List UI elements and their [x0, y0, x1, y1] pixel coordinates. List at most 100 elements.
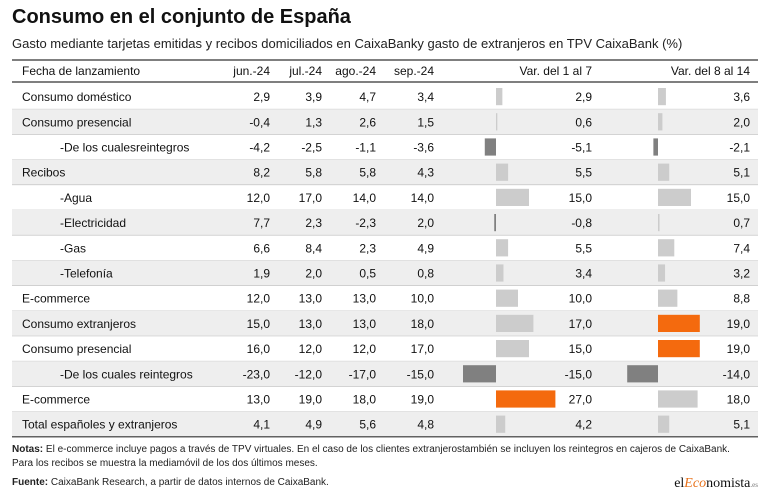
- var1-bar: [496, 88, 503, 106]
- month-value: 2,0: [417, 216, 434, 230]
- var1-bar: [494, 214, 496, 232]
- month-value: -17,0: [349, 367, 377, 381]
- month-value: 15,0: [247, 317, 271, 331]
- row-background: [12, 109, 758, 135]
- source-label: Fuente:: [12, 477, 49, 488]
- publisher-logo: elEconomista.es: [674, 476, 758, 491]
- var1-bar: [484, 138, 496, 156]
- var2-value: 0,7: [733, 216, 750, 230]
- month-value: -1,1: [355, 141, 376, 155]
- row-label: -Telefonía: [60, 267, 113, 281]
- var2-value: 3,2: [733, 267, 750, 281]
- month-value: 4,1: [253, 418, 270, 432]
- var1-bar: [496, 188, 529, 206]
- var2-bar: [658, 214, 660, 232]
- var2-bar: [658, 188, 691, 206]
- month-value: 5,8: [359, 166, 376, 180]
- source-line: Fuente: CaixaBank Research, a partir de …: [12, 477, 329, 488]
- notes-line-2: Para los recibos se muestra la mediamóvi…: [12, 458, 318, 469]
- month-value: 0,5: [359, 267, 376, 281]
- var1-bar: [496, 289, 518, 307]
- var1-value: -5,1: [571, 141, 592, 155]
- var2-value: -14,0: [723, 367, 751, 381]
- var2-value: 7,4: [733, 241, 750, 255]
- notes-text-1: El e-commerce incluye pagos a través de …: [45, 444, 730, 455]
- row-label: -Gas: [60, 241, 86, 255]
- month-value: 8,2: [253, 166, 270, 180]
- var2-bar: [658, 239, 675, 257]
- month-value: 6,6: [253, 241, 270, 255]
- month-value: 1,3: [305, 115, 322, 129]
- month-value: 4,3: [417, 166, 434, 180]
- row-label: -Electricidad: [60, 216, 126, 230]
- month-value: 13,0: [353, 292, 377, 306]
- var2-bar: [658, 163, 670, 181]
- var1-value: 5,5: [575, 241, 592, 255]
- month-value: 12,0: [353, 342, 377, 356]
- month-value: 19,0: [411, 393, 435, 407]
- month-value: -2,5: [301, 141, 322, 155]
- notes-label: Notas:: [12, 444, 44, 455]
- month-value: -12,0: [295, 367, 323, 381]
- column-header-label: Fecha de lanzamiento: [22, 64, 140, 78]
- var1-bar: [496, 264, 504, 282]
- month-value: 16,0: [247, 342, 271, 356]
- row-background: [12, 310, 758, 336]
- month-value: 4,9: [417, 241, 434, 255]
- row-background: [12, 260, 758, 286]
- var1-bar: [496, 340, 529, 358]
- var1-value: 15,0: [569, 342, 593, 356]
- row-background: [12, 411, 758, 437]
- row-label: E-commerce: [22, 292, 90, 306]
- var2-bar: [653, 138, 658, 156]
- var1-value: 3,4: [575, 267, 592, 281]
- row-label: Total españoles y extranjeros: [22, 418, 177, 432]
- var1-value: -0,8: [571, 216, 592, 230]
- var2-value: 19,0: [727, 342, 751, 356]
- column-header-month: sep.-24: [394, 64, 434, 78]
- row-label: Recibos: [22, 166, 65, 180]
- notes-text-2: Para los recibos se muestra la mediamóvi…: [12, 458, 318, 469]
- var1-value: 5,5: [575, 166, 592, 180]
- var1-bar: [496, 314, 534, 332]
- var1-bar: [496, 163, 509, 181]
- month-value: 17,0: [411, 342, 435, 356]
- var2-bar: [658, 113, 663, 131]
- var1-bar: [496, 239, 509, 257]
- month-value: 18,0: [353, 393, 377, 407]
- row-background: [12, 210, 758, 236]
- month-value: 12,0: [247, 191, 271, 205]
- chart-title: Consumo en el conjunto de España: [12, 6, 351, 28]
- month-value: 12,0: [247, 292, 271, 306]
- month-value: 14,0: [411, 191, 435, 205]
- month-value: 18,0: [411, 317, 435, 331]
- var2-value: -2,1: [729, 141, 750, 155]
- var1-value: 10,0: [569, 292, 593, 306]
- month-value: 3,4: [417, 90, 434, 104]
- month-value: 2,9: [253, 90, 270, 104]
- month-value: -2,3: [355, 216, 376, 230]
- var2-bar: [658, 264, 666, 282]
- var1-value: -15,0: [565, 367, 593, 381]
- var2-bar: [658, 390, 698, 408]
- var2-bar: [627, 365, 658, 383]
- month-value: 2,3: [305, 216, 322, 230]
- row-label: E-commerce: [22, 393, 90, 407]
- var2-value: 18,0: [727, 393, 751, 407]
- var1-value: 0,6: [575, 115, 592, 129]
- month-value: 2,6: [359, 115, 376, 129]
- var2-value: 19,0: [727, 317, 751, 331]
- month-value: 1,9: [253, 267, 270, 281]
- month-value: 4,8: [417, 418, 434, 432]
- var2-value: 3,6: [733, 90, 750, 104]
- month-value: 3,9: [305, 90, 322, 104]
- var1-value: 17,0: [569, 317, 593, 331]
- var1-bar: [463, 365, 496, 383]
- month-value: 13,0: [299, 292, 323, 306]
- var2-bar: [658, 415, 670, 433]
- row-label: Consumo presencial: [22, 342, 131, 356]
- column-header-var2: Var. del 8 al 14: [671, 64, 750, 78]
- var2-bar: [658, 314, 700, 332]
- month-value: 7,7: [253, 216, 270, 230]
